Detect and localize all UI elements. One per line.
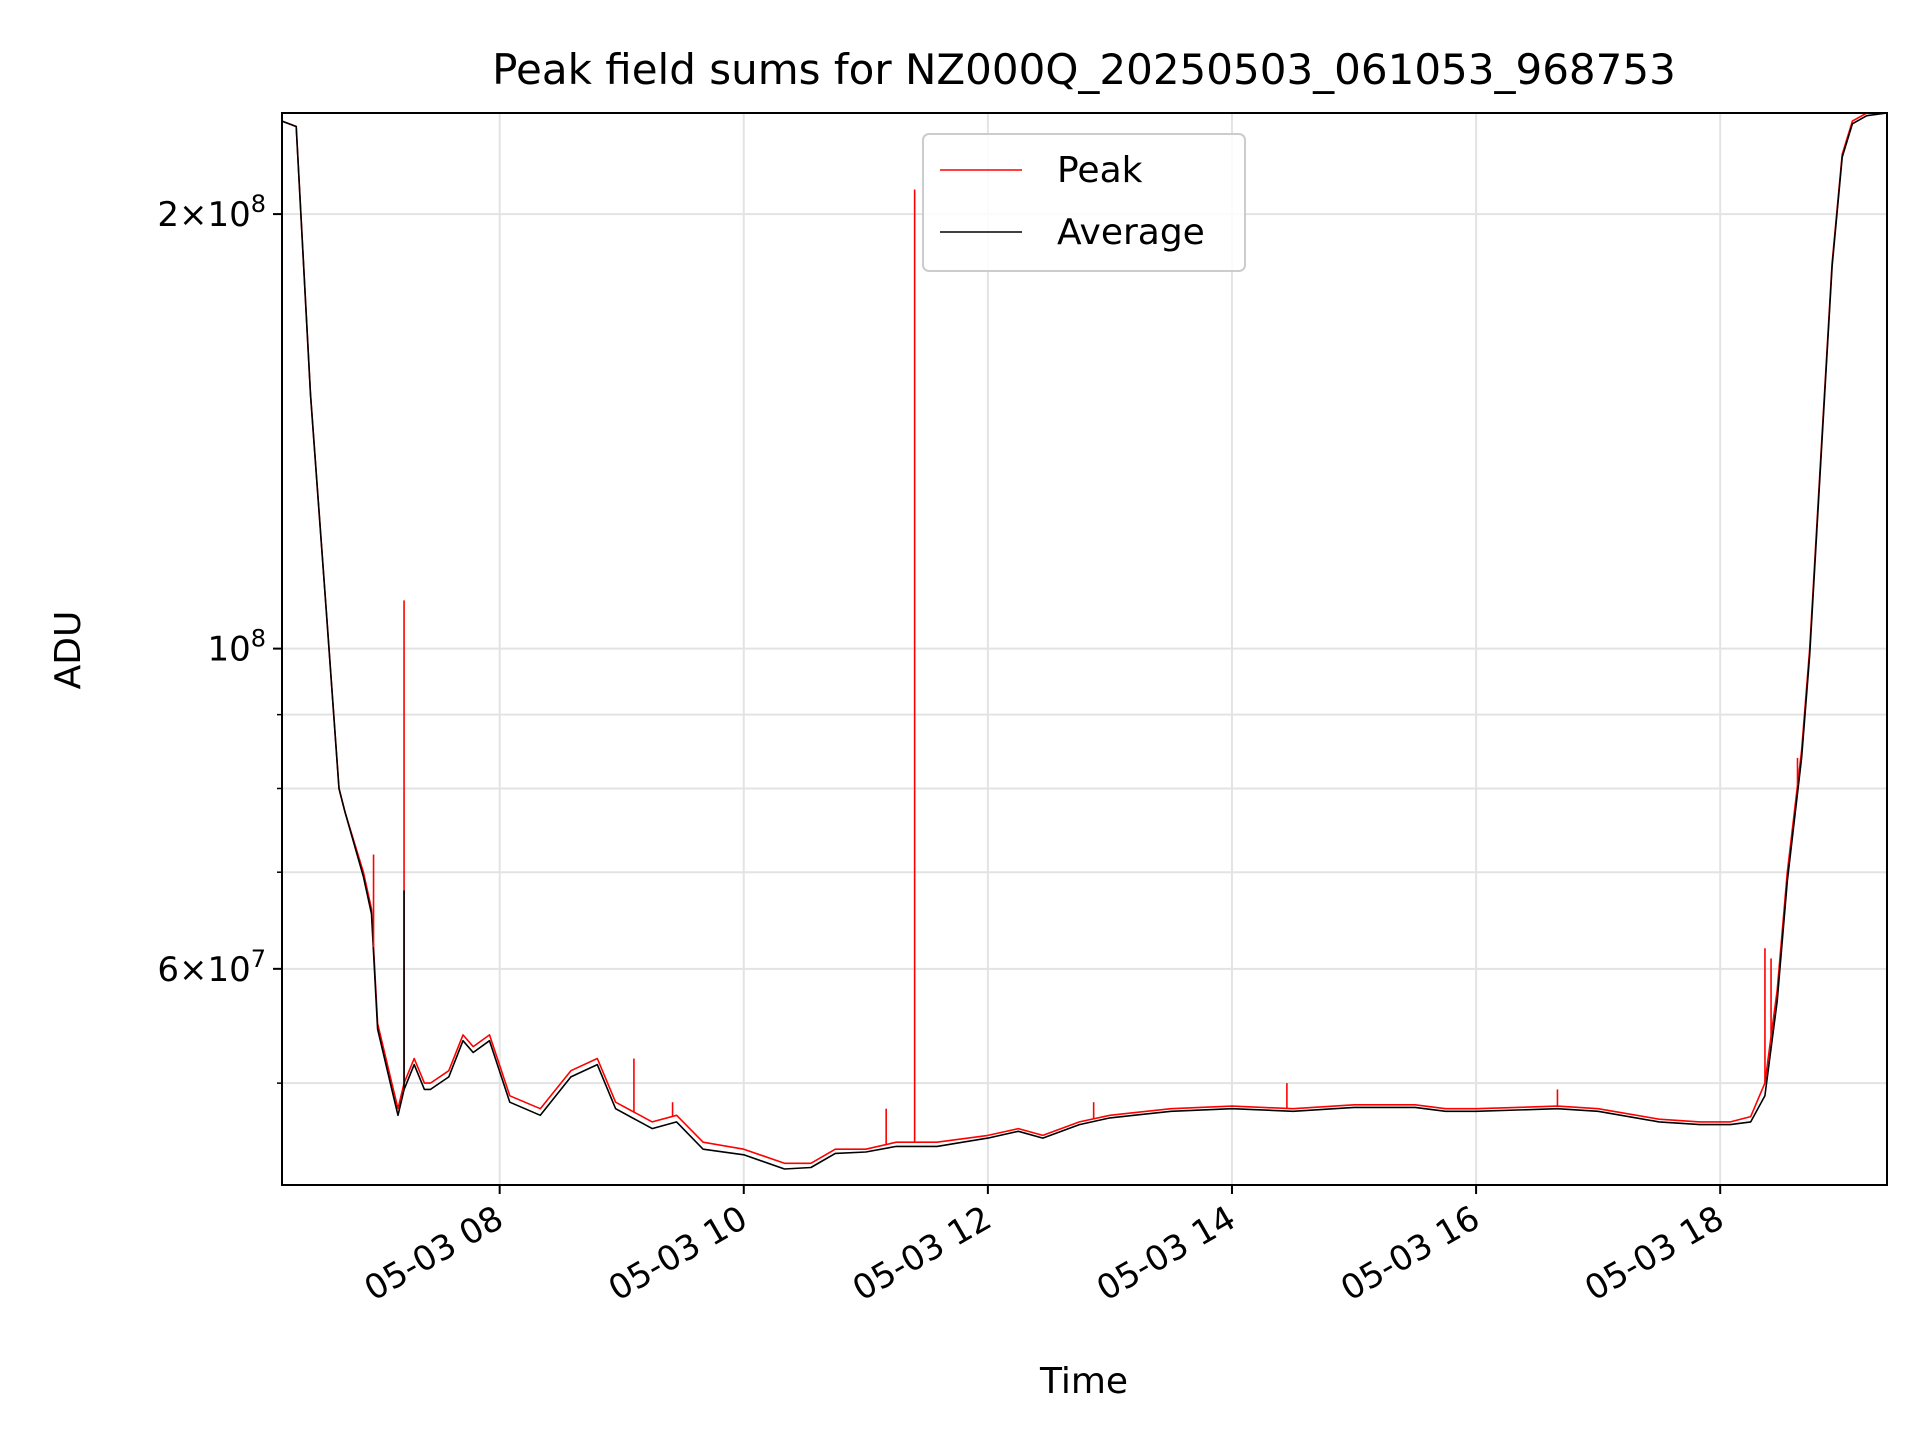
y-tick-label: 108 [207,625,266,670]
legend-label-peak: Peak [1057,150,1143,191]
chart-title: Peak field sums for NZ000Q_20250503_0610… [492,45,1676,94]
y-tick-label: 6×107 [157,945,266,990]
grid [282,113,1887,1185]
y-tick-label: 2×108 [157,190,266,235]
series-layer [281,112,1888,1170]
x-axis-label: Time [1039,1361,1128,1402]
legend-box [922,133,1246,272]
legend: Peak Average [922,133,1246,272]
legend-label-average: Average [1057,212,1205,253]
series-line-peak [281,112,1887,1165]
y-axis-label: ADU [48,611,89,690]
series-line-average [281,112,1888,1170]
